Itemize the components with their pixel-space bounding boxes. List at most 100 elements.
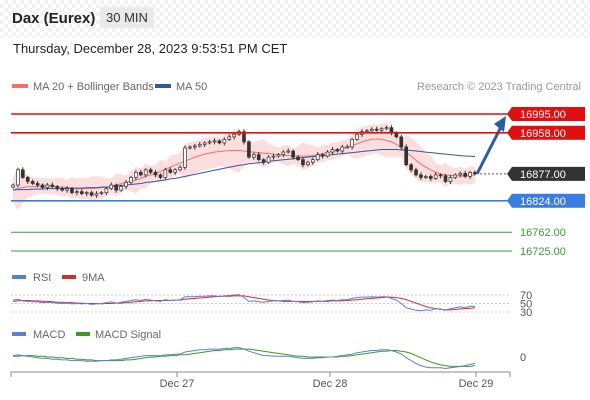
candle-body [443,175,448,182]
candle-body [365,130,369,133]
timeframe-badge[interactable]: 30 MIN [100,7,154,28]
candle [463,170,467,178]
candle [310,157,315,165]
candle-body [286,150,291,153]
candle [256,152,261,162]
candle [35,180,40,188]
candle [222,137,227,146]
candle [379,127,384,133]
level-label: 16958.00 [520,128,566,140]
candle-body [374,128,379,131]
candle [79,189,84,196]
level-target-2: 16725.00 [11,246,566,258]
level-label: 16725.00 [520,246,566,258]
price-panel [11,116,506,211]
candle [453,173,458,179]
rsi-ma-legend-label: 9MA [82,272,105,284]
candle [433,172,438,180]
candle-body [75,191,79,193]
candle-body [419,174,423,178]
candle [134,170,138,180]
candle [227,134,232,141]
candle [153,169,158,178]
candle [173,168,178,175]
candle [315,152,320,162]
candle-body [350,139,354,148]
candle-body [207,141,212,144]
candle-body [409,164,413,171]
candle [384,125,389,131]
candle [355,132,359,141]
candle [129,175,133,185]
candle-body [30,181,35,184]
candle [207,139,212,145]
candle-body [84,192,89,195]
candle [296,155,300,162]
candle-body [355,133,359,140]
candle-body [232,133,236,138]
candle-body [119,186,123,191]
candle-body [369,128,374,132]
candle [247,140,251,159]
candle-body [424,176,428,178]
candle-body [310,159,315,163]
candle-body [399,136,404,148]
candle-body [276,154,281,157]
candle [301,157,305,168]
candle-body [138,172,143,176]
ma20-legend-swatch [12,84,28,88]
candle-body [197,144,202,147]
candle-body [335,149,340,152]
candle-body [65,188,69,191]
candle-body [60,188,64,191]
candle-body [291,150,295,158]
candle-body [271,155,276,158]
candle-body [148,169,153,173]
candle [350,137,354,150]
candle [99,191,104,196]
candle-body [325,151,330,157]
macd-legend-label: MACD [33,329,65,341]
candle [193,143,197,150]
candle [242,129,246,145]
candle-body [212,140,217,143]
candle-body [124,182,128,187]
level-resistance-2: 16995.00 [11,107,585,121]
candle [21,167,25,179]
candle [261,158,266,165]
candle [124,179,128,190]
main-legend: MA 20 + Bollinger Bands MA 50 Research ©… [12,81,581,93]
macd-panel: 0 [12,347,526,370]
candle-body [168,169,173,173]
level-label: 16762.00 [520,227,566,239]
level-support-1: 16824.00 [11,193,585,208]
candle [25,175,30,185]
candle [438,173,443,179]
candle-body [320,154,325,157]
candle [202,141,207,147]
candle-body [55,186,60,189]
candle [212,138,217,145]
candle-body [261,159,266,163]
candle-body [21,169,25,178]
candle [330,146,335,155]
candle-body [104,188,109,193]
candle [30,179,35,186]
ma50-legend-label: MA 50 [176,81,207,93]
macd-legend: MACD MACD Signal [12,329,161,341]
candle [404,144,409,167]
candle [16,167,20,188]
level-label-pointer [507,166,512,181]
level-label-pointer [507,107,512,121]
chart-datetime: Thursday, December 28, 2023 9:53:51 PM C… [13,41,288,56]
level-resistance-1: 16958.00 [11,125,585,140]
candle [325,150,330,158]
rsi-legend: RSI 9MA [12,272,105,284]
ma20-legend-label: MA 20 + Bollinger Bands [33,81,154,93]
candle-body [11,184,15,188]
candle [70,187,74,195]
candle-body [266,156,271,163]
rsi-line [12,294,476,312]
chart-header: Dax (Eurex) 30 MIN [0,0,590,38]
